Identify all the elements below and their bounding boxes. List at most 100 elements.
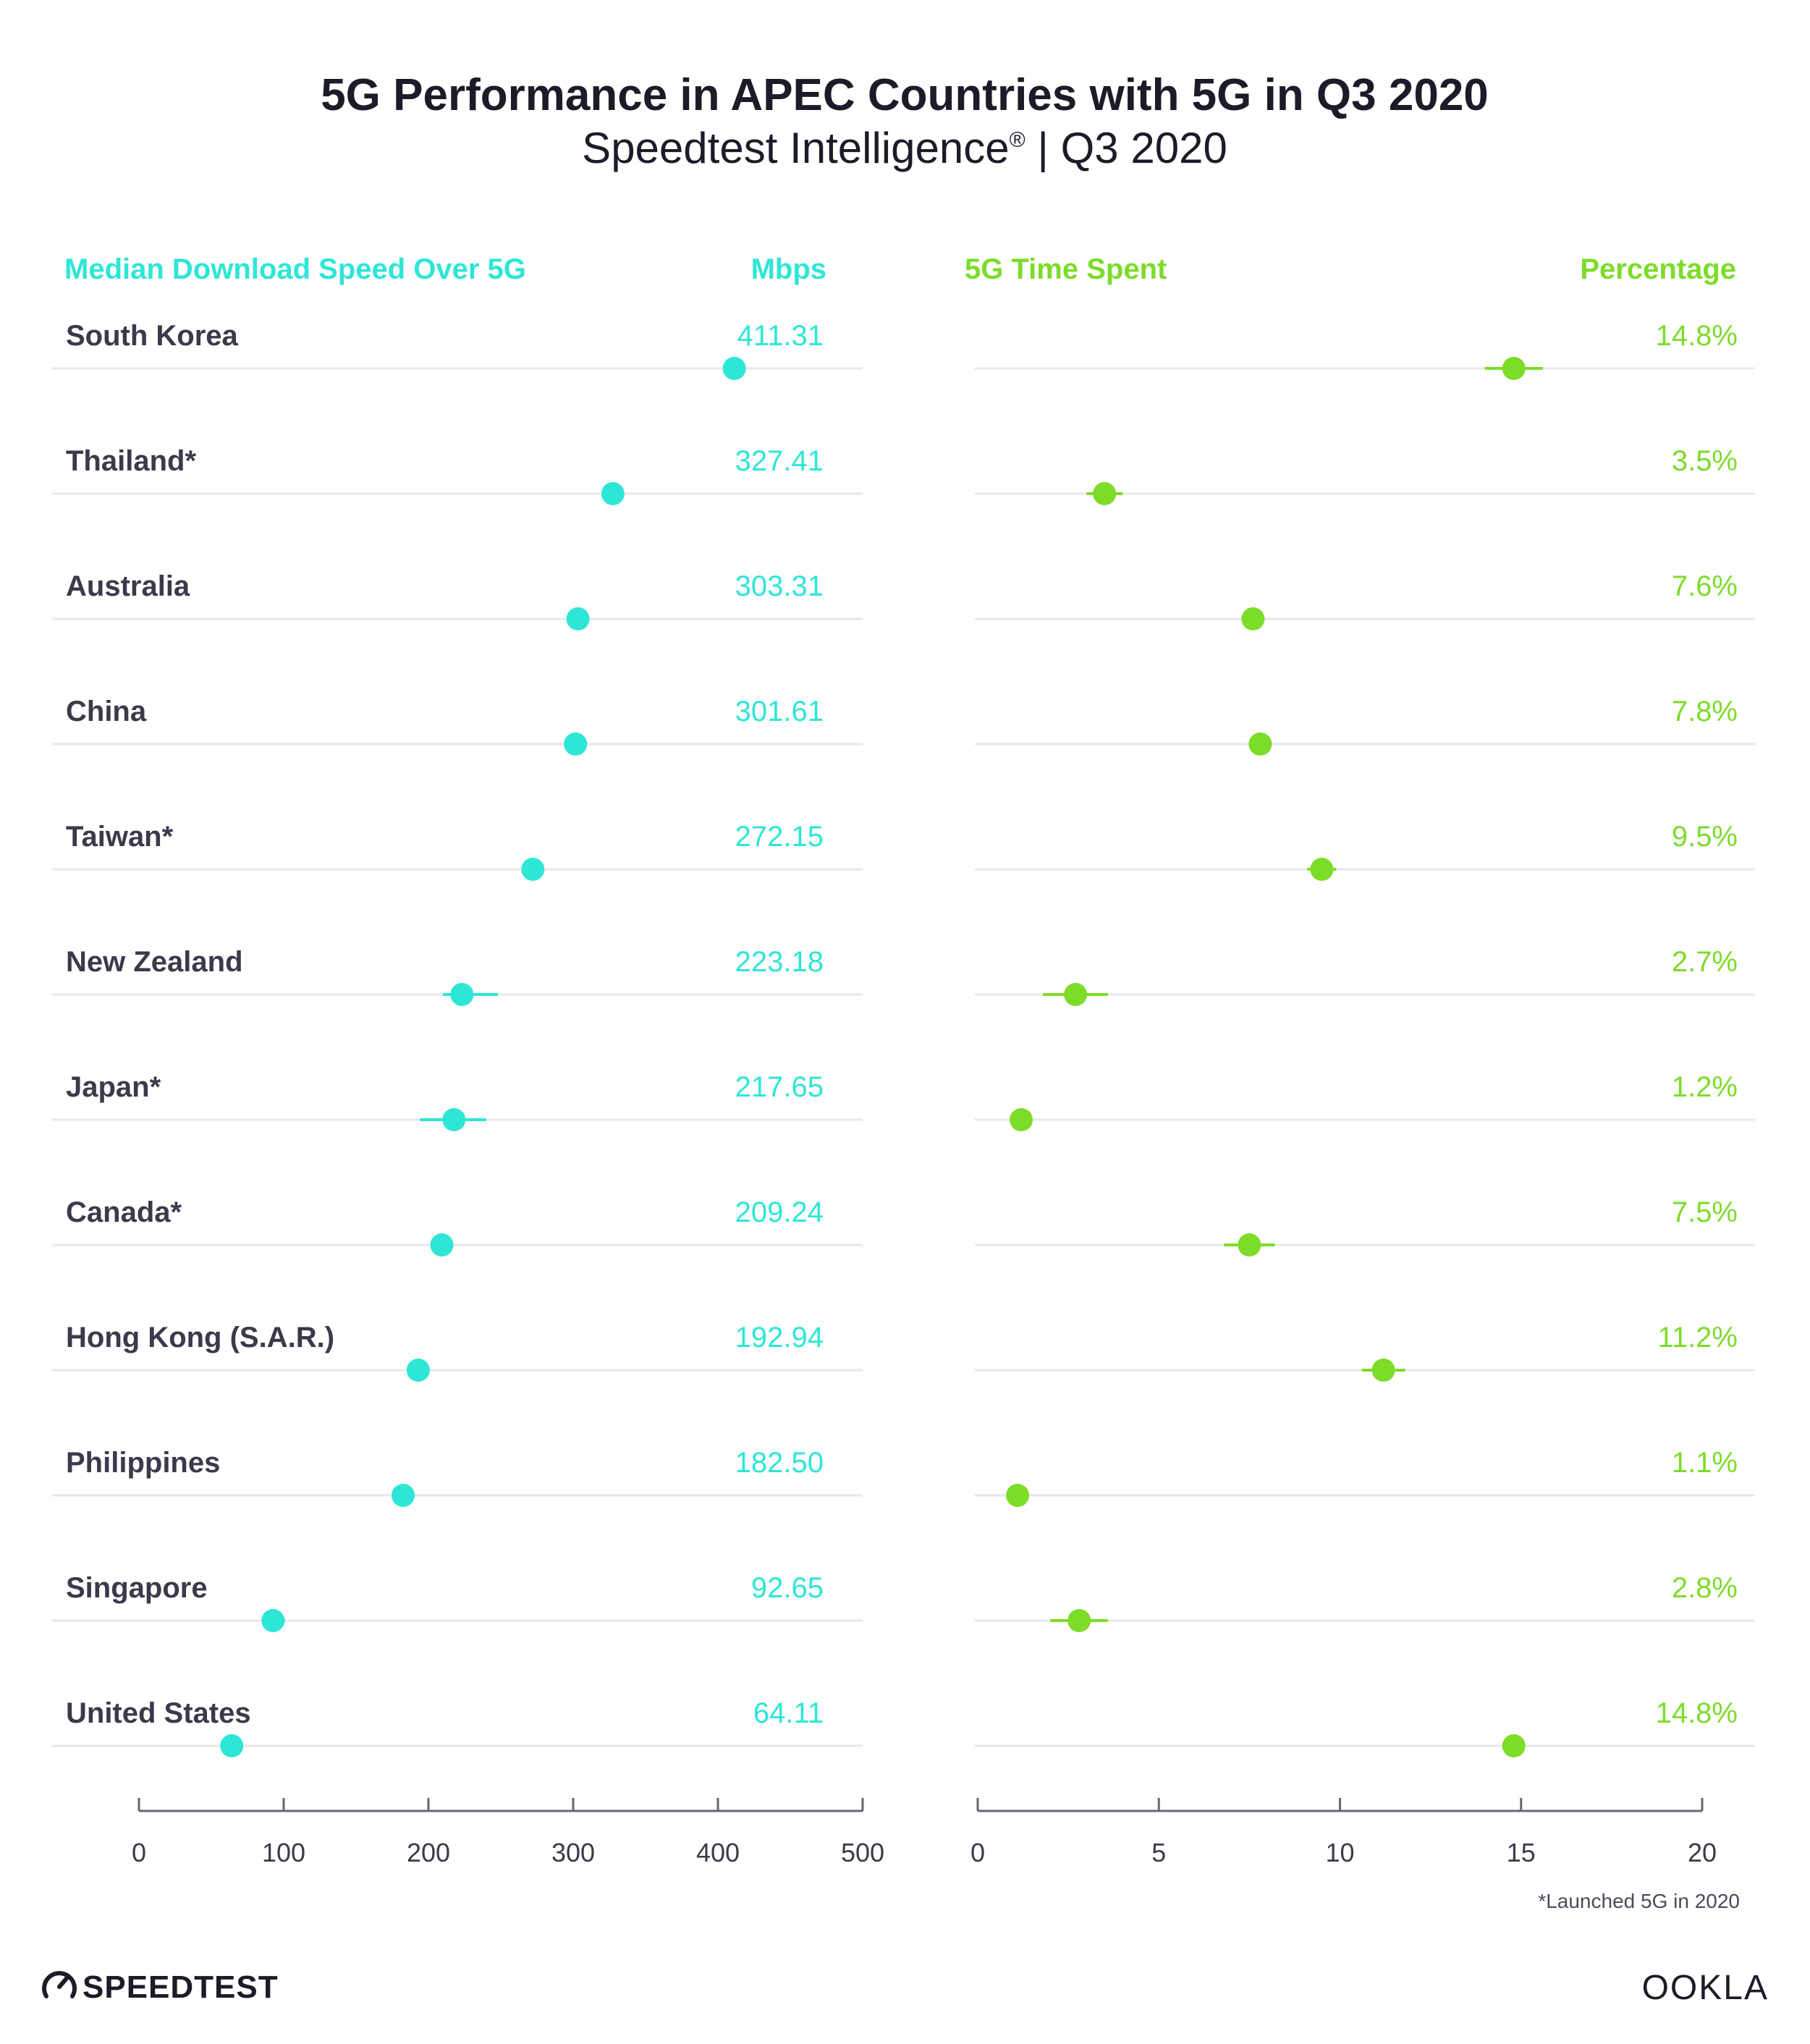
data-point xyxy=(406,1359,430,1382)
data-point xyxy=(1006,1484,1030,1507)
chart-row: 7.6% xyxy=(975,570,1755,630)
data-point xyxy=(566,607,590,630)
tick-label: 200 xyxy=(407,1838,450,1867)
tick-label: 10 xyxy=(1325,1838,1354,1867)
data-point xyxy=(1238,1233,1261,1257)
value-label: 7.8% xyxy=(1672,696,1738,727)
chart-row: 3.5% xyxy=(975,445,1755,505)
chart-row: 14.8% xyxy=(975,320,1755,380)
data-point xyxy=(392,1484,415,1507)
value-label: 1.1% xyxy=(1672,1447,1738,1479)
chart-row: 1.1% xyxy=(975,1447,1755,1507)
tick-label: 0 xyxy=(132,1838,146,1867)
data-point xyxy=(722,357,746,380)
value-label: 64.11 xyxy=(753,1697,824,1729)
tick-label: 100 xyxy=(262,1838,305,1867)
ookla-logo: OOKLA xyxy=(1642,1969,1769,2007)
value-label: 2.7% xyxy=(1672,946,1738,978)
country-label: Philippines xyxy=(66,1447,220,1479)
data-point xyxy=(1502,357,1526,380)
footnote: *Launched 5G in 2020 xyxy=(1538,1890,1740,1912)
chart-row: Philippines 182.50 xyxy=(52,1447,863,1507)
country-label: China xyxy=(66,696,147,727)
chart-subtitle: Speedtest Intelligence® | Q3 2020 xyxy=(582,124,1227,172)
value-label: 92.65 xyxy=(751,1572,824,1604)
data-point xyxy=(450,983,474,1006)
data-point xyxy=(220,1734,244,1757)
chart-row: 7.8% xyxy=(975,696,1755,756)
tick-label: 500 xyxy=(841,1838,884,1867)
chart-axes: 0 100 200 300 400 500 0 5 10 15 20 xyxy=(132,1798,1717,1867)
tick-label: 0 xyxy=(970,1838,985,1867)
data-point xyxy=(1064,983,1088,1006)
time-spent-unit-label: Percentage xyxy=(1580,253,1736,285)
value-label: 217.65 xyxy=(735,1071,824,1103)
value-label: 7.6% xyxy=(1672,570,1738,602)
value-label: 11.2% xyxy=(1658,1322,1738,1353)
time-spent-panel-title: 5G Time Spent xyxy=(965,253,1167,285)
tick-label: 20 xyxy=(1688,1838,1717,1867)
data-point xyxy=(1010,1108,1033,1131)
data-point xyxy=(1067,1609,1091,1632)
chart-row: 7.5% xyxy=(975,1196,1755,1257)
value-label: 14.8% xyxy=(1656,320,1738,352)
value-label: 209.24 xyxy=(735,1196,824,1228)
chart-title: 5G Performance in APEC Countries with 5G… xyxy=(321,70,1489,120)
value-label: 14.8% xyxy=(1656,1697,1738,1729)
data-point xyxy=(1310,858,1334,881)
subtitle-period: | Q3 2020 xyxy=(1025,124,1227,172)
chart-row: 11.2% xyxy=(975,1322,1755,1382)
country-label: Thailand* xyxy=(66,445,196,477)
country-label: Hong Kong (S.A.R.) xyxy=(66,1322,334,1353)
country-label: Singapore xyxy=(66,1572,208,1604)
download-panel-title: Median Download Speed Over 5G xyxy=(64,253,526,285)
chart-row: Canada* 209.24 xyxy=(52,1196,863,1257)
registered-mark: ® xyxy=(1010,128,1025,152)
chart-row: 2.7% xyxy=(975,946,1755,1006)
country-label: United States xyxy=(66,1697,251,1729)
tick-label: 400 xyxy=(696,1838,740,1867)
speedtest-wordmark: SPEEDTEST xyxy=(83,1969,279,2005)
country-label: Canada* xyxy=(66,1196,182,1228)
chart-row: 14.8% xyxy=(975,1697,1755,1757)
time-spent-x-axis: 0 5 10 15 20 xyxy=(970,1798,1717,1867)
value-label: 272.15 xyxy=(735,821,824,853)
chart-row: 9.5% xyxy=(975,821,1755,881)
value-label: 7.5% xyxy=(1672,1196,1738,1228)
chart-row: China 301.61 xyxy=(52,696,863,756)
chart-rows: South Korea 411.31 Thailand* 327.41 Australi… xyxy=(52,320,1755,1757)
country-label: New Zealand xyxy=(66,946,243,978)
country-label: Australia xyxy=(66,570,190,602)
tick-label: 5 xyxy=(1151,1838,1166,1867)
download-x-axis: 0 100 200 300 400 500 xyxy=(132,1798,884,1867)
data-point xyxy=(601,482,625,505)
value-label: 9.5% xyxy=(1672,821,1738,853)
data-point xyxy=(1093,482,1117,505)
data-point xyxy=(1502,1734,1526,1757)
data-point xyxy=(521,858,545,881)
chart-row: Thailand* 327.41 xyxy=(52,445,863,505)
data-point xyxy=(1241,607,1265,630)
chart-row: South Korea 411.31 xyxy=(52,320,863,380)
chart-row: Singapore 92.65 xyxy=(52,1572,863,1632)
data-point xyxy=(430,1233,454,1257)
tick-label: 15 xyxy=(1507,1838,1536,1867)
country-label: Japan* xyxy=(66,1071,161,1103)
chart-row: 2.8% xyxy=(975,1572,1755,1632)
chart-row: Taiwan* 272.15 xyxy=(52,821,863,881)
chart-row: Australia 303.31 xyxy=(52,570,863,630)
chart-row: United States 64.11 xyxy=(52,1697,863,1757)
value-label: 327.41 xyxy=(735,445,824,477)
subtitle-text: Speedtest Intelligence xyxy=(582,124,1009,172)
speedometer-icon xyxy=(42,1971,77,1998)
value-label: 2.8% xyxy=(1672,1572,1738,1604)
value-label: 411.31 xyxy=(737,320,824,352)
chart-row: 1.2% xyxy=(975,1071,1755,1131)
data-point xyxy=(1248,732,1272,756)
value-label: 182.50 xyxy=(735,1447,824,1479)
data-point xyxy=(1371,1359,1395,1382)
value-label: 3.5% xyxy=(1672,445,1738,477)
data-point xyxy=(564,732,588,756)
data-point xyxy=(261,1609,285,1632)
